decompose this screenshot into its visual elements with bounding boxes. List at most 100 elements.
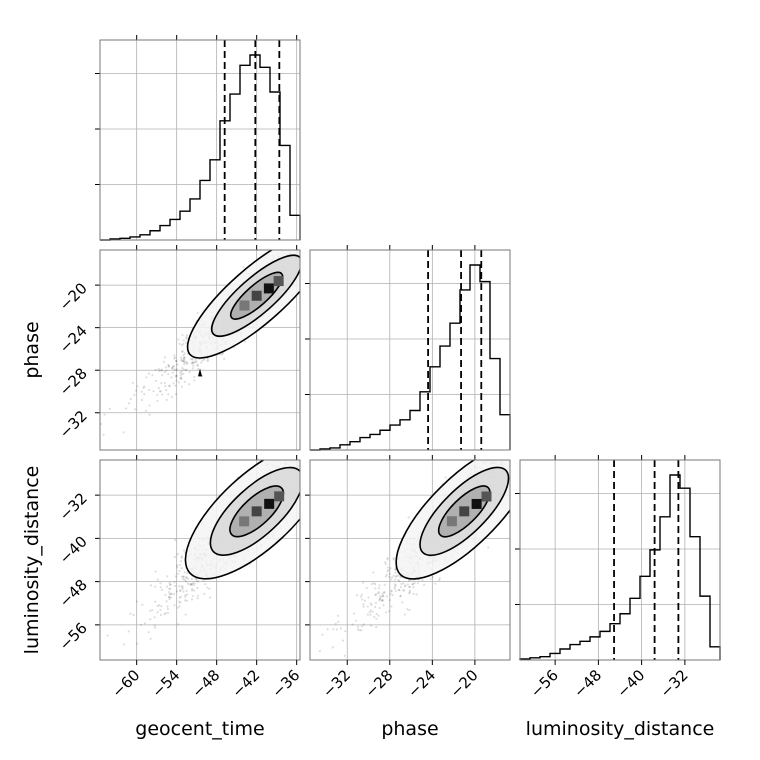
sample-point bbox=[171, 371, 174, 374]
histogram-step-luminosity_distance bbox=[519, 474, 721, 660]
sample-point bbox=[149, 637, 152, 640]
sample-point bbox=[341, 639, 345, 642]
sample-point bbox=[182, 372, 185, 375]
sample-point bbox=[285, 245, 287, 247]
sample-point bbox=[190, 582, 194, 586]
sample-point bbox=[266, 451, 268, 453]
sample-point bbox=[304, 250, 306, 252]
sample-point bbox=[262, 451, 264, 453]
sample-point bbox=[156, 604, 159, 607]
sample-point bbox=[179, 377, 183, 380]
sample-point bbox=[160, 382, 163, 385]
x-tick-label: −32 bbox=[657, 666, 692, 701]
sample-point bbox=[365, 586, 368, 590]
sample-point bbox=[175, 564, 179, 567]
sample-point bbox=[196, 594, 199, 597]
sample-point bbox=[154, 600, 157, 603]
sample-point bbox=[378, 597, 381, 601]
sample-point bbox=[177, 381, 181, 384]
sample-point bbox=[181, 366, 184, 369]
sample-point bbox=[156, 611, 159, 614]
sample-point bbox=[149, 584, 153, 587]
density-cell bbox=[471, 498, 482, 509]
sample-point bbox=[176, 363, 179, 366]
density-cell bbox=[273, 276, 284, 287]
sample-point bbox=[415, 593, 418, 596]
sample-point bbox=[388, 610, 391, 613]
sample-point bbox=[191, 587, 194, 591]
sample-point bbox=[519, 455, 521, 457]
sample-point bbox=[326, 628, 329, 631]
scatter-geocent_time-vs-phase-frame bbox=[99, 249, 301, 451]
sample-point bbox=[167, 364, 171, 367]
sample-point bbox=[511, 458, 513, 460]
sample-point bbox=[408, 586, 411, 589]
sample-point bbox=[512, 478, 514, 480]
sample-point bbox=[127, 402, 131, 405]
sample-point bbox=[379, 597, 382, 601]
sample-point bbox=[293, 235, 295, 237]
sample-point bbox=[193, 375, 196, 379]
sample-point bbox=[177, 338, 180, 341]
sample-point bbox=[363, 599, 366, 602]
sample-point bbox=[302, 253, 304, 255]
sample-point bbox=[193, 361, 196, 364]
sample-point bbox=[300, 238, 302, 240]
sample-point bbox=[190, 582, 193, 586]
sample-point bbox=[394, 568, 397, 571]
sample-point bbox=[304, 457, 306, 459]
sample-point bbox=[118, 666, 120, 668]
sample-point bbox=[100, 422, 103, 426]
sample-point bbox=[300, 255, 302, 257]
sample-point bbox=[311, 454, 313, 456]
sample-point bbox=[177, 623, 180, 626]
sample-point bbox=[178, 596, 181, 599]
sample-point bbox=[282, 446, 284, 448]
sample-point bbox=[165, 389, 168, 392]
sample-point bbox=[180, 385, 184, 388]
sample-point bbox=[179, 589, 182, 592]
sample-point bbox=[176, 606, 179, 609]
sample-point bbox=[192, 364, 195, 367]
histogram-step-geocent_time bbox=[100, 54, 301, 241]
sample-point bbox=[208, 587, 211, 591]
sample-point bbox=[394, 571, 397, 574]
sample-point bbox=[193, 582, 196, 585]
sample-point bbox=[183, 358, 186, 361]
sample-point bbox=[375, 617, 378, 620]
sample-point bbox=[154, 368, 157, 372]
sample-point bbox=[180, 377, 183, 380]
sample-point bbox=[516, 433, 518, 435]
sample-point bbox=[179, 356, 182, 359]
x-tick-label: −40 bbox=[613, 666, 648, 701]
sample-point bbox=[305, 245, 307, 247]
sample-point bbox=[192, 581, 195, 584]
sample-point bbox=[183, 352, 186, 355]
sample-point bbox=[297, 454, 299, 456]
sample-point bbox=[371, 610, 374, 613]
sample-point bbox=[302, 481, 304, 483]
sample-point bbox=[162, 360, 165, 363]
sample-point bbox=[384, 562, 387, 566]
y-tick-label: −28 bbox=[56, 364, 91, 399]
sample-point bbox=[185, 360, 188, 363]
sample-point bbox=[303, 478, 305, 480]
x-axis-label-luminosity-distance: luminosity_distance bbox=[526, 718, 715, 740]
sample-point bbox=[184, 580, 188, 583]
sample-point bbox=[402, 589, 405, 592]
sample-point bbox=[314, 234, 316, 236]
sample-point bbox=[148, 413, 151, 416]
sample-point bbox=[190, 589, 194, 592]
sample-point bbox=[300, 253, 302, 255]
sample-point bbox=[373, 615, 376, 618]
sample-point bbox=[181, 360, 185, 363]
sample-point bbox=[181, 360, 185, 363]
histogram-geocent_time bbox=[95, 35, 301, 241]
sample-point bbox=[395, 574, 398, 578]
sample-point bbox=[277, 454, 279, 456]
sample-point bbox=[181, 586, 184, 589]
sample-point bbox=[360, 593, 364, 596]
sample-point bbox=[306, 459, 308, 461]
sample-point bbox=[168, 587, 171, 591]
y-tick-label: −20 bbox=[56, 279, 91, 314]
